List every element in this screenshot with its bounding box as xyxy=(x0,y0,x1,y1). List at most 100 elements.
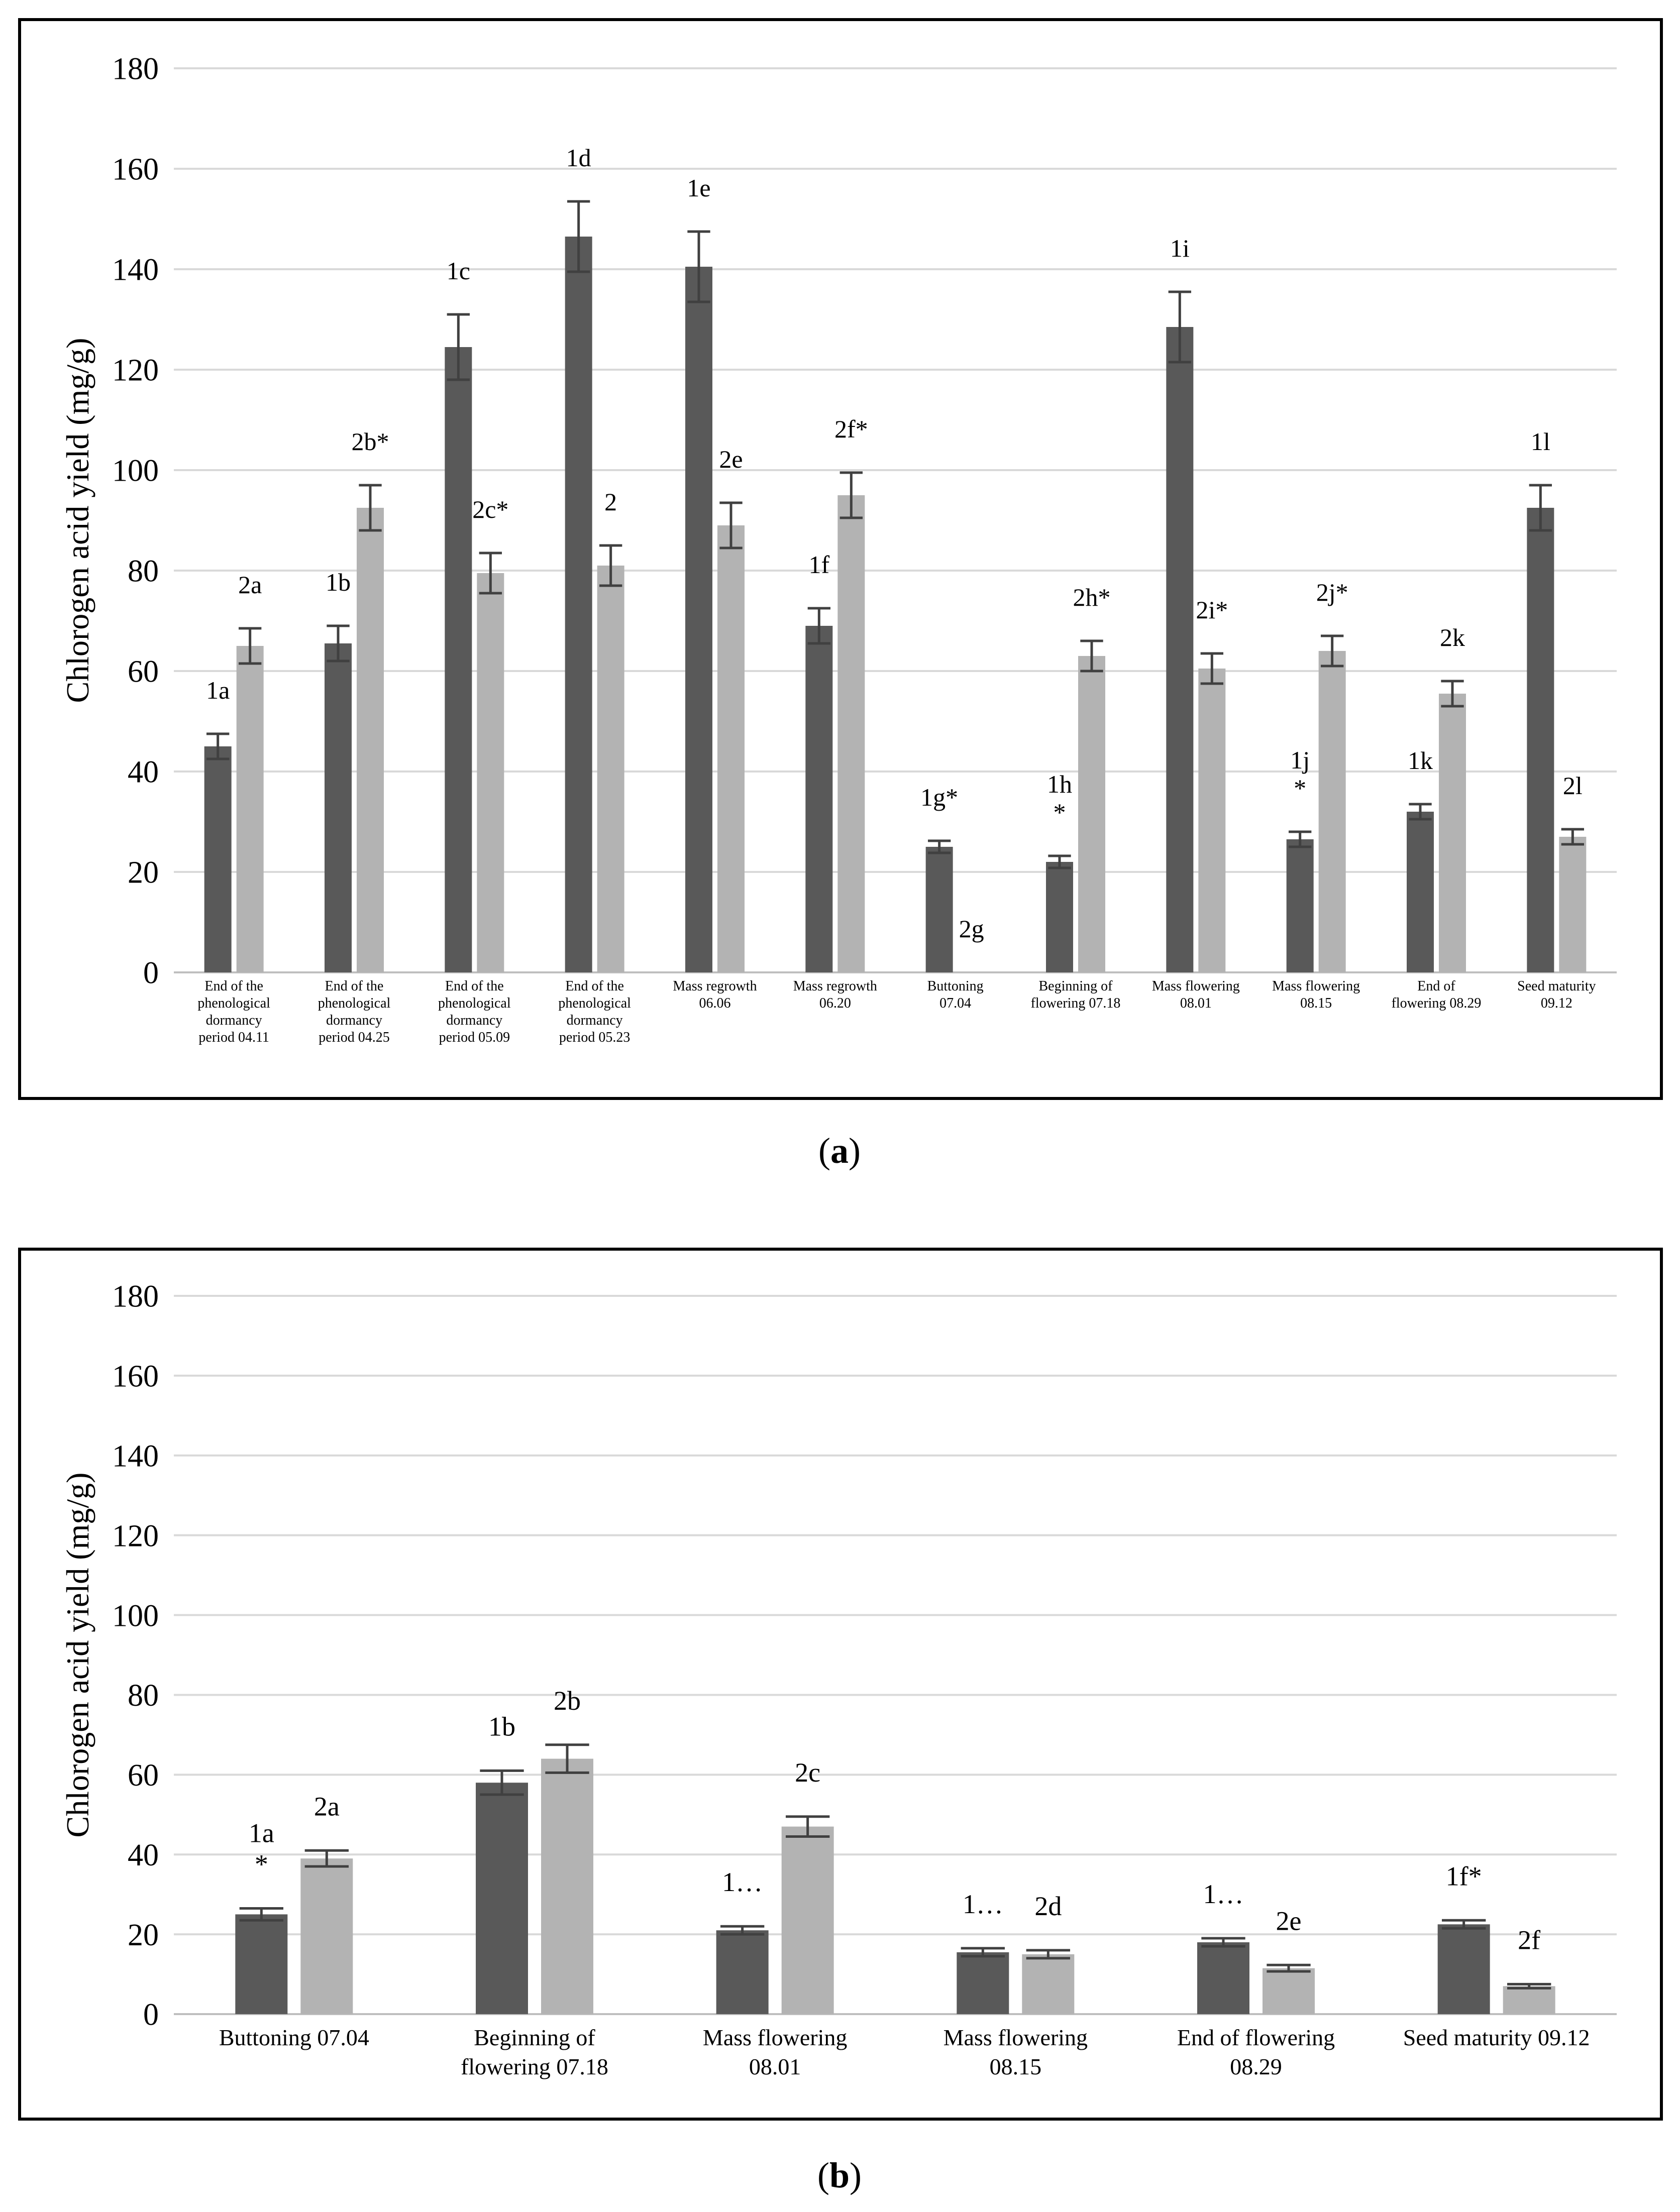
x-tick-label: 08.15 xyxy=(1300,996,1332,1011)
y-tick-label: 60 xyxy=(128,1758,159,1793)
y-tick-label: 100 xyxy=(112,1599,159,1633)
x-tick-label: phenological xyxy=(558,996,631,1011)
y-tick-label: 120 xyxy=(112,354,159,388)
data-label: 1f xyxy=(809,550,830,579)
data-label: 1a xyxy=(206,676,230,704)
data-label: 2 xyxy=(604,488,617,516)
chart-b-frame: 0 20 40 60 80 100 120 140 160 180 Chlorogen acid y… xyxy=(18,1248,1663,2121)
y-tick-label: 40 xyxy=(128,755,159,790)
x-tick-label: Mass regrowth xyxy=(793,978,877,994)
data-label: 1e xyxy=(687,174,710,202)
x-tick-label: period 05.23 xyxy=(559,1030,631,1045)
x-tick-label: End of the xyxy=(325,978,384,994)
bar-series2 xyxy=(541,1758,593,2014)
data-label: 2f xyxy=(1518,1925,1540,1955)
y-tick-label: 80 xyxy=(128,1679,159,1713)
data-label: 2c xyxy=(795,1757,820,1788)
bar-series2 xyxy=(477,573,504,972)
x-tick-label: phenological xyxy=(438,996,511,1011)
bar-series2 xyxy=(1503,1986,1555,2014)
data-label: 2e xyxy=(719,445,743,473)
x-tick-label: 07.04 xyxy=(939,996,971,1011)
data-label: 2b xyxy=(554,1686,581,1716)
x-tick-label: 06.06 xyxy=(699,996,731,1011)
x-tick-label: Mass flowering xyxy=(943,2025,1088,2050)
y-tick-label: 100 xyxy=(112,454,159,488)
data-label: 1f* xyxy=(1446,1861,1482,1891)
bar-series1 xyxy=(1407,812,1434,972)
x-tick-label: End of xyxy=(1417,978,1455,994)
y-axis-label: Chlorogen acid yield (mg/g) xyxy=(60,338,95,703)
bar-series2 xyxy=(1318,651,1346,972)
bar-series2 xyxy=(357,508,384,972)
x-tick-label: phenological xyxy=(318,996,391,1011)
bar-series2 xyxy=(781,1826,834,2014)
bar-series1 xyxy=(476,1783,528,2014)
data-label: 1… xyxy=(1203,1879,1244,1909)
x-tick-label: Seed maturity xyxy=(1517,978,1596,994)
y-tick-label: 140 xyxy=(112,1439,159,1473)
data-label: 1b xyxy=(488,1711,515,1741)
bar-series1 xyxy=(235,1914,288,2014)
panel-label-b: (b) xyxy=(817,2155,862,2195)
x-tick-label: flowering 07.18 xyxy=(1031,996,1121,1011)
x-tick-label: 08.29 xyxy=(1230,2054,1282,2079)
data-label: 1d xyxy=(566,144,591,172)
data-label: 1c xyxy=(447,257,470,285)
bar-series2 xyxy=(1263,1968,1315,2014)
x-tick-label: phenological xyxy=(197,996,270,1011)
data-label: * xyxy=(1054,798,1066,826)
bar-series1 xyxy=(1286,839,1314,972)
chart-a-frame: 0 20 40 60 80 100 120 140 160 180 Chlorogen acid y… xyxy=(18,18,1663,1100)
y-tick-label: 0 xyxy=(143,956,159,990)
chart-a: 0 20 40 60 80 100 120 140 160 180 Chlorogen acid y… xyxy=(60,52,1617,1045)
x-tick-label: flowering 08.29 xyxy=(1392,996,1482,1011)
data-label: 2g xyxy=(959,915,984,943)
data-label: 2c* xyxy=(472,495,508,523)
x-tick-label: Buttoning xyxy=(927,978,984,994)
x-tick-label: 08.01 xyxy=(1180,996,1212,1011)
bar-series2 xyxy=(300,1858,353,2014)
x-tick-label: 09.12 xyxy=(1541,996,1572,1011)
bar-series1 xyxy=(925,847,953,972)
bar-series2 xyxy=(1439,694,1466,972)
data-label: 2a xyxy=(314,1791,340,1821)
data-label: 1… xyxy=(722,1867,763,1897)
bar-series2 xyxy=(717,525,745,972)
x-tick-label: period 04.11 xyxy=(198,1030,269,1045)
x-tick-label: period 04.25 xyxy=(319,1030,390,1045)
bar-series1 xyxy=(1437,1924,1490,2014)
x-tick-label: Mass flowering xyxy=(1152,978,1240,994)
x-tick-label: period 05.09 xyxy=(439,1030,510,1045)
y-tick-label: 160 xyxy=(112,1360,159,1394)
x-tick-label: 08.01 xyxy=(749,2054,801,2079)
y-tick-label: 0 xyxy=(143,1998,159,2032)
bar-series2 xyxy=(837,495,865,972)
data-label: 1h xyxy=(1047,770,1072,798)
bar-series2 xyxy=(597,566,624,972)
bar-series1 xyxy=(1527,508,1554,972)
x-tick-label: flowering 07.18 xyxy=(461,2054,608,2079)
data-label: * xyxy=(255,1849,268,1879)
y-tick-label: 20 xyxy=(128,856,159,890)
bar-series2 xyxy=(1078,656,1105,972)
x-tick-label: dormancy xyxy=(326,1013,382,1028)
bar-series1 xyxy=(565,237,592,972)
bar-series1 xyxy=(1046,862,1073,972)
chart-b: 0 20 40 60 80 100 120 140 160 180 Chlorogen acid y… xyxy=(60,1280,1617,2079)
x-tick-label: dormancy xyxy=(567,1013,623,1028)
y-tick-label: 140 xyxy=(112,253,159,287)
y-tick-label: 20 xyxy=(128,1918,159,1952)
bar-series1 xyxy=(445,347,472,972)
x-tick-label: Mass flowering xyxy=(1272,978,1360,994)
data-label: * xyxy=(1294,774,1306,802)
panel-label-a: (a) xyxy=(818,1131,861,1171)
y-tick-label: 60 xyxy=(128,655,159,689)
bar-series1 xyxy=(204,746,232,972)
bar-series2 xyxy=(1559,837,1587,972)
data-label: 2b* xyxy=(352,427,389,456)
data-label: 1a xyxy=(249,1818,274,1848)
x-tick-label: dormancy xyxy=(446,1013,502,1028)
data-label: 1j xyxy=(1290,746,1310,774)
data-label: 1g* xyxy=(920,783,958,811)
